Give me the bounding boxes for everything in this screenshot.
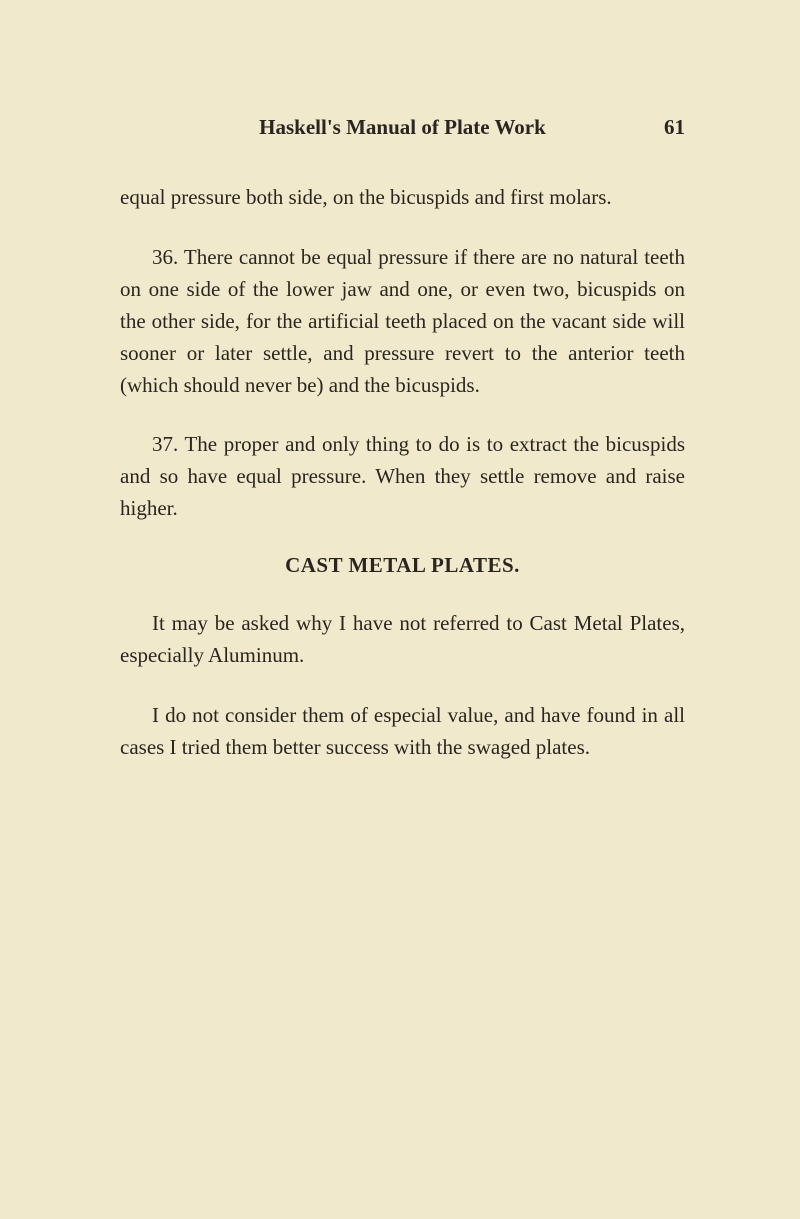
header-title: Haskell's Manual of Plate Work [259, 115, 546, 139]
section-title: CAST METAL PLATES. [120, 553, 685, 578]
page-header: Haskell's Manual of Plate Work 61 [120, 115, 685, 140]
paragraph-continuation: equal pressure both side, on the bicuspi… [120, 182, 685, 214]
paragraph-cast-1: It may be asked why I have not referred … [120, 608, 685, 672]
paragraph-36: 36. There cannot be equal pressure if th… [120, 242, 685, 402]
page-number: 61 [664, 115, 685, 140]
paragraph-cast-2: I do not consider them of especial value… [120, 700, 685, 764]
paragraph-37: 37. The proper and only thing to do is t… [120, 429, 685, 525]
